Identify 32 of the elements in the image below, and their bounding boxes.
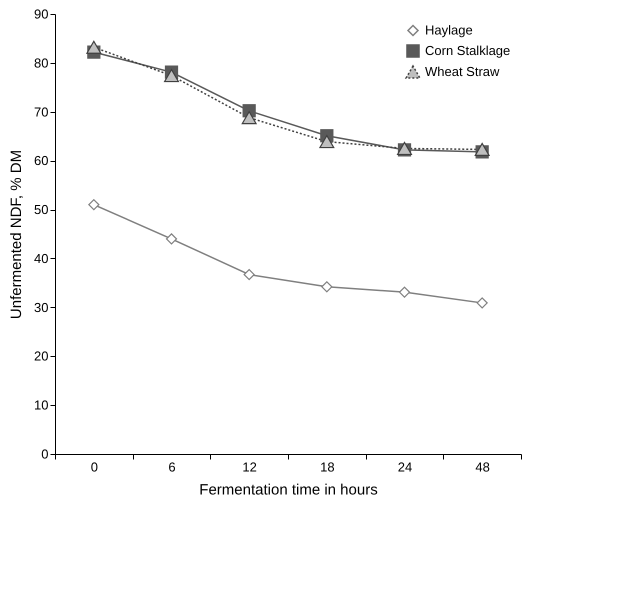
point	[321, 281, 332, 292]
y-tick-label: 20	[34, 348, 48, 364]
y-tick-label: 30	[34, 300, 48, 315]
x-axis-title: Fermentation time in hours	[199, 482, 378, 498]
legend-label: Wheat Straw	[425, 64, 500, 79]
point	[476, 297, 488, 309]
y-tick-label: 0	[41, 446, 48, 462]
point	[474, 142, 490, 156]
x-tick-label: 12	[242, 460, 257, 474]
y-tick-label: 70	[34, 104, 48, 120]
y-tick-label: 50	[34, 202, 48, 218]
point	[164, 69, 179, 82]
point	[86, 40, 102, 54]
point	[319, 135, 334, 148]
y-tick-label: 40	[34, 250, 48, 266]
point	[244, 268, 255, 280]
x-tick-label: 0	[90, 460, 98, 474]
x-tick-label: 24	[398, 460, 412, 474]
y-tick-label: 80	[34, 55, 48, 70]
point	[88, 199, 100, 210]
y-tick-label: 10	[34, 398, 48, 413]
point	[398, 286, 410, 298]
x-tick-label: 6	[168, 460, 176, 474]
y-tick-label: 60	[34, 153, 48, 168]
y-axis-title: Unfermented NDF, % DM	[8, 150, 26, 320]
point	[242, 111, 257, 124]
point	[166, 233, 178, 244]
legend-label: Corn Stalklage	[425, 43, 510, 58]
y-tick-label: 90	[34, 6, 48, 22]
x-tick-label: 48	[475, 460, 490, 474]
x-tick-label: 18	[320, 460, 335, 474]
legend-label: Haylage	[425, 22, 473, 38]
